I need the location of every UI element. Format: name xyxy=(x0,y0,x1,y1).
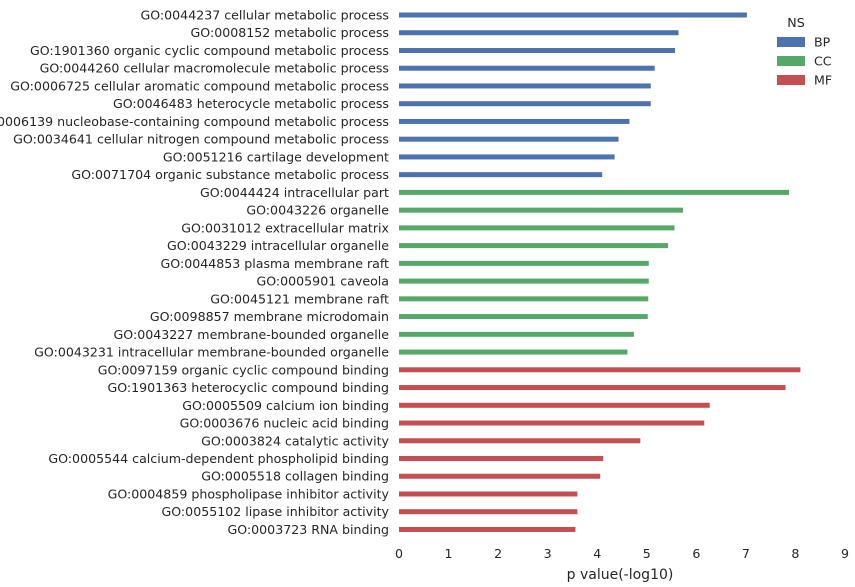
category-label-10: GO:0071704 organic substance metabolic p… xyxy=(71,167,389,182)
category-label-21: GO:0097159 organic cyclic compound bindi… xyxy=(98,362,389,377)
category-label-5: GO:0006725 cellular aromatic compound me… xyxy=(10,78,389,93)
category-label-6: GO:0046483 heterocycle metabolic process xyxy=(113,96,389,111)
bar-17 xyxy=(399,296,649,302)
category-label-15: GO:0044853 plasma membrane raft xyxy=(161,256,390,271)
x-tick-label-1: 1 xyxy=(445,546,453,561)
category-label-1: GO:0044237 cellular metabolic process xyxy=(140,8,389,23)
category-label-19: GO:0043227 membrane-bounded organelle xyxy=(114,327,390,342)
legend-label-mf: MF xyxy=(814,73,832,88)
category-label-4: GO:0044260 cellular macromolecule metabo… xyxy=(40,61,389,76)
category-label-3: GO:1901360 organic cyclic compound metab… xyxy=(30,43,389,58)
legend-swatch-cc xyxy=(777,56,805,66)
x-tick-label-4: 4 xyxy=(593,546,601,561)
bar-19 xyxy=(399,331,634,337)
x-tick-label-3: 3 xyxy=(544,546,552,561)
bars-layer xyxy=(399,12,801,532)
category-label-13: GO:0031012 extracellular matrix xyxy=(181,220,389,235)
x-tick-label-8: 8 xyxy=(791,546,799,561)
category-label-28: GO:0004859 phospholipase inhibitor activ… xyxy=(108,486,390,501)
x-tick-label-2: 2 xyxy=(494,546,502,561)
category-label-12: GO:0043226 organelle xyxy=(246,203,389,218)
category-label-16: GO:0005901 caveola xyxy=(256,274,389,289)
bar-28 xyxy=(399,491,578,497)
bar-5 xyxy=(399,83,651,89)
bar-2 xyxy=(399,30,679,36)
legend: NS BP CC MF xyxy=(777,15,832,88)
bar-11 xyxy=(399,189,790,195)
bar-20 xyxy=(399,349,628,355)
bar-10 xyxy=(399,172,603,178)
bar-9 xyxy=(399,154,615,160)
x-tick-label-6: 6 xyxy=(692,546,700,561)
category-label-25: GO:0003824 catalytic activity xyxy=(201,433,389,448)
bar-4 xyxy=(399,65,655,71)
bar-3 xyxy=(399,47,676,53)
bar-7 xyxy=(399,118,630,124)
bar-26 xyxy=(399,456,604,461)
legend-swatch-mf xyxy=(777,75,805,85)
category-label-17: GO:0045121 membrane raft xyxy=(210,291,389,306)
bar-1 xyxy=(399,12,747,18)
bar-12 xyxy=(399,207,683,213)
bar-14 xyxy=(399,243,669,249)
bar-8 xyxy=(399,136,619,142)
bar-24 xyxy=(399,420,705,426)
bar-23 xyxy=(399,402,710,408)
category-label-2: GO:0008152 metabolic process xyxy=(191,25,389,40)
bar-15 xyxy=(399,260,649,266)
legend-title: NS xyxy=(787,15,804,30)
legend-label-bp: BP xyxy=(814,35,831,50)
category-label-22: GO:1901363 heterocyclic compound binding xyxy=(107,380,389,395)
bar-27 xyxy=(399,473,601,479)
x-tick-label-7: 7 xyxy=(742,546,750,561)
x-tick-label-0: 0 xyxy=(395,546,403,561)
category-label-14: GO:0043229 intracellular organelle xyxy=(167,238,389,253)
bar-30 xyxy=(399,526,576,532)
category-label-23: GO:0005509 calcium ion binding xyxy=(182,398,389,413)
category-label-18: GO:0098857 membrane microdomain xyxy=(150,309,389,324)
x-tick-labels: 0 1 2 3 4 5 6 7 8 9 xyxy=(395,546,849,561)
category-label-27: GO:0005518 collagen binding xyxy=(201,469,389,484)
bar-18 xyxy=(399,314,648,320)
category-label-11: GO:0044424 intracellular part xyxy=(200,185,389,200)
legend-label-cc: CC xyxy=(814,54,832,69)
bar-22 xyxy=(399,385,786,391)
category-label-8: GO:0034641 cellular nitrogen compound me… xyxy=(13,132,389,147)
x-tick-label-9: 9 xyxy=(841,546,849,561)
category-label-20: GO:0043231 intracellular membrane-bounde… xyxy=(34,345,389,360)
x-tick-label-5: 5 xyxy=(643,546,651,561)
category-label-29: GO:0055102 lipase inhibitor activity xyxy=(161,504,389,519)
category-label-9: GO:0051216 cartilage development xyxy=(163,149,389,164)
category-labels: GO:0044237 cellular metabolic process GO:… xyxy=(0,8,390,537)
bar-13 xyxy=(399,225,675,231)
category-label-24: GO:0003676 nucleic acid binding xyxy=(180,416,389,431)
bar-25 xyxy=(399,438,641,444)
category-label-7: GO:0006139 nucleobase-containing compoun… xyxy=(0,114,389,129)
x-axis-title: p value(-log10) xyxy=(567,567,674,583)
bar-21 xyxy=(399,367,801,373)
bar-29 xyxy=(399,509,578,515)
legend-swatch-bp xyxy=(777,37,805,47)
bar-6 xyxy=(399,101,651,107)
category-label-30: GO:0003723 RNA binding xyxy=(227,522,389,537)
category-label-26: GO:0005544 calcium-dependent phospholipi… xyxy=(48,451,389,466)
bar-16 xyxy=(399,278,649,284)
